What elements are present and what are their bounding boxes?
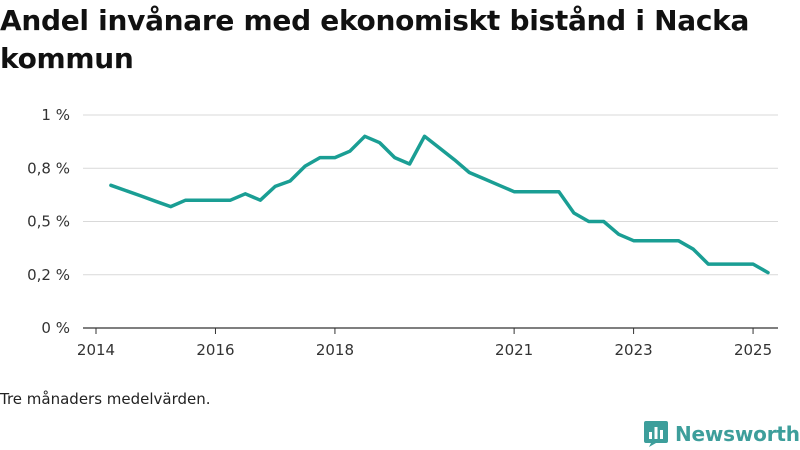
x-tick-label: 2018 — [316, 341, 354, 359]
y-tick-label: 0,5 % — [27, 213, 70, 231]
series-line — [109, 134, 770, 275]
chart-title: Andel invånare med ekonomiskt bistånd i … — [0, 4, 750, 75]
y-tick-label: 0,8 % — [27, 159, 70, 177]
y-tick-label: 0 % — [41, 319, 70, 337]
newsworthy-logo-icon — [644, 421, 668, 447]
x-tick-label: 2025 — [734, 341, 772, 359]
brand-name: Newsworthy — [675, 422, 800, 446]
grid-lines — [83, 114, 778, 276]
y-axis-labels: 0 % 0,2 % 0,5 % 0,8 % 1 % — [27, 106, 70, 337]
x-axis: 2014 2016 2018 2021 2023 2025 — [77, 327, 778, 359]
x-tick-label: 2021 — [495, 341, 533, 359]
x-tick-label: 2016 — [196, 341, 234, 359]
x-tick-label: 2023 — [614, 341, 652, 359]
newsworthy-logo[interactable]: Newsworthy — [644, 420, 800, 448]
series-group — [109, 134, 770, 275]
footnote: Tre månaders medelvärden. — [0, 390, 211, 408]
x-tick-label: 2014 — [77, 341, 115, 359]
line-chart: 0 %0,2 %0,5 %0,8 %1 % 2014 2016 2018 2021 20… — [27, 106, 778, 359]
y-tick-label: 1 % — [41, 106, 70, 124]
y-tick-label: 0,2 % — [27, 266, 70, 284]
